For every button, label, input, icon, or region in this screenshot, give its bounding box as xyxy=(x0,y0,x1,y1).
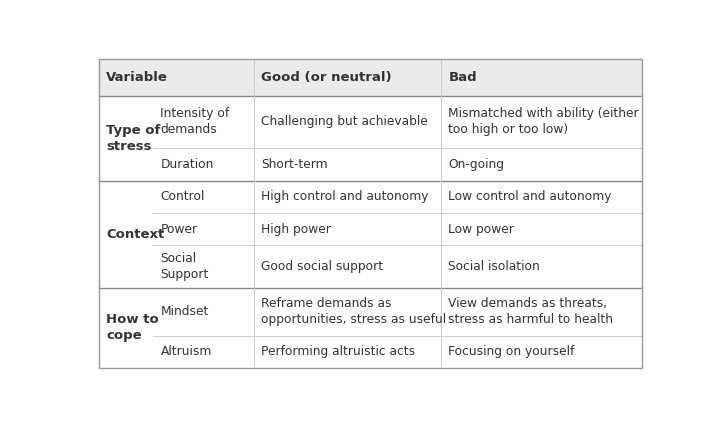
Text: High power: High power xyxy=(261,223,331,236)
Text: Variable: Variable xyxy=(106,71,168,84)
Text: Short-term: Short-term xyxy=(261,158,328,171)
Text: Reframe demands as
opportunities, stress as useful: Reframe demands as opportunities, stress… xyxy=(261,297,446,326)
Text: Control: Control xyxy=(161,190,205,203)
Text: How to
cope: How to cope xyxy=(106,314,159,342)
Text: Good social support: Good social support xyxy=(261,260,383,273)
Text: View demands as threats,
stress as harmful to health: View demands as threats, stress as harmf… xyxy=(448,297,614,326)
Text: Performing altruistic acts: Performing altruistic acts xyxy=(261,346,415,358)
Text: Power: Power xyxy=(161,223,197,236)
Bar xyxy=(99,148,642,181)
Text: Focusing on yourself: Focusing on yourself xyxy=(448,346,575,358)
Bar xyxy=(99,96,642,148)
Bar xyxy=(99,213,642,245)
Text: Bad: Bad xyxy=(448,71,477,84)
Text: Social isolation: Social isolation xyxy=(448,260,540,273)
Bar xyxy=(99,336,642,368)
Text: Good (or neutral): Good (or neutral) xyxy=(261,71,392,84)
Text: Mindset: Mindset xyxy=(161,305,209,318)
Text: Mismatched with ability (either
too high or too low): Mismatched with ability (either too high… xyxy=(448,107,639,136)
Bar xyxy=(99,288,642,336)
Text: Duration: Duration xyxy=(161,158,214,171)
Text: Type of
stress: Type of stress xyxy=(106,123,161,152)
Text: Low power: Low power xyxy=(448,223,514,236)
Text: Social
Support: Social Support xyxy=(161,252,209,281)
Text: Challenging but achievable: Challenging but achievable xyxy=(261,115,428,128)
Text: High control and autonomy: High control and autonomy xyxy=(261,190,429,203)
Bar xyxy=(99,59,642,96)
Text: Context: Context xyxy=(106,228,164,240)
Bar xyxy=(99,245,642,288)
Bar xyxy=(99,181,642,213)
Text: Low control and autonomy: Low control and autonomy xyxy=(448,190,612,203)
Text: Altruism: Altruism xyxy=(161,346,212,358)
Text: Intensity of
demands: Intensity of demands xyxy=(161,107,230,136)
Text: On-going: On-going xyxy=(448,158,505,171)
